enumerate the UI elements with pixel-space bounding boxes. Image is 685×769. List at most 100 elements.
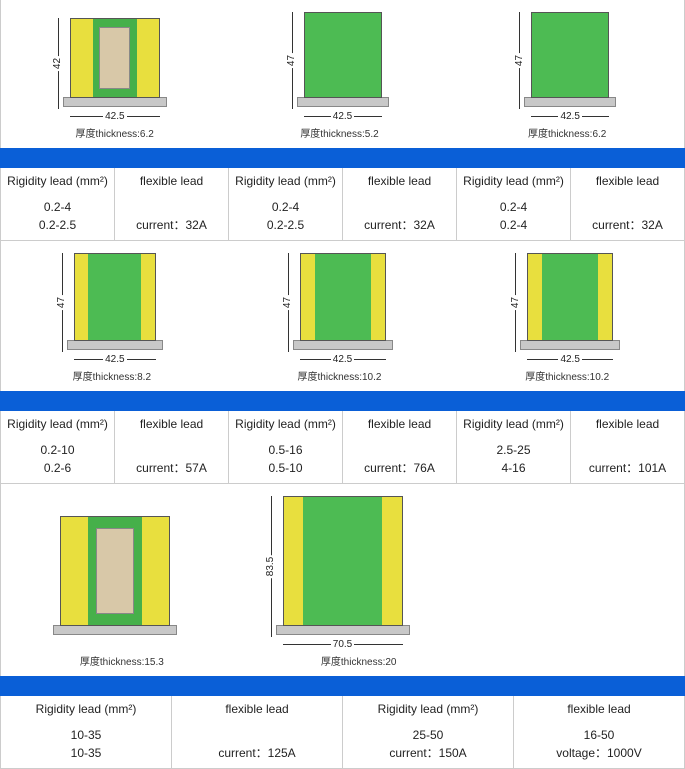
din-rail — [293, 340, 393, 350]
product-cell: 83.5 70.5 厚度thickness:20 — [229, 492, 457, 672]
rigidity-values: 2.5-254-16 — [461, 441, 566, 477]
flexible-cell: flexible leadcurrent：32A — [571, 168, 684, 240]
rigidity-cell: Rigidity lead (mm²) 0.2-40.2-2.5 — [1, 168, 115, 240]
spec-row: Rigidity lead (mm²) 0.2-40.2-2.5 flexible … — [0, 168, 685, 241]
terminal-block — [527, 253, 613, 341]
product-cell: 4742.5厚度thickness:10.2 — [229, 249, 457, 387]
din-rail — [520, 340, 620, 350]
section-divider — [0, 391, 685, 411]
current-value: current：32A — [119, 198, 224, 234]
rigidity-values: 0.5-160.5-10 — [233, 441, 338, 477]
flexible-cell: flexible lead current：32A — [343, 168, 457, 240]
height-label: 47 — [286, 53, 297, 68]
product-diagram: 83.570.5厚度thickness:20 — [283, 496, 403, 668]
spec-cell: Rigidity lead (mm²)10-3510-35 — [1, 696, 172, 768]
terminal-block — [300, 253, 386, 341]
spec-row: Rigidity lead (mm²)0.2-100.2-6flexible l… — [0, 411, 685, 484]
spec-values: 10-3510-35 — [5, 726, 167, 762]
thickness-label: 厚度thickness:10.2 — [525, 368, 615, 383]
flexible-header: flexible lead — [575, 417, 680, 431]
product-diagram: 厚度thickness:15.3 — [60, 516, 170, 668]
width-dimension — [60, 637, 170, 651]
rigidity-cell: Rigidity lead (mm²)0.2-40.2-2.5 — [229, 168, 343, 240]
width-label: 42.5 — [103, 111, 126, 122]
spec-header: Rigidity lead (mm²) — [347, 702, 509, 716]
section-divider — [0, 676, 685, 696]
product-diagram: 4742.5厚度thickness:6.2 — [528, 12, 612, 140]
product-diagram: 4742.5厚度thickness:8.2 — [73, 253, 157, 383]
rigidity-cell: Rigidity lead (mm²) 0.5-160.5-10 — [229, 411, 343, 483]
rigidity-header: Rigidity lead (mm²) — [5, 174, 110, 188]
flexible-header: flexible lead — [575, 174, 680, 188]
rigidity-cell: Rigidity lead (mm²) 0.2-40.2-4 — [457, 168, 571, 240]
height-dimension: 47 — [284, 12, 300, 109]
thickness-label: 厚度thickness:6.2 — [70, 125, 160, 140]
din-rail — [524, 97, 616, 107]
width-dimension: 42.5 — [531, 109, 609, 123]
section-divider — [0, 148, 685, 168]
spec-header: flexible lead — [176, 702, 338, 716]
din-rail — [63, 97, 167, 107]
width-label: 42.5 — [558, 111, 581, 122]
rigidity-values: 0.2-40.2-2.5 — [5, 198, 110, 234]
product-cell: 4742.5厚度thickness:10.2 — [456, 249, 684, 387]
width-dimension: 42.5 — [527, 352, 613, 366]
flexible-header: flexible lead — [347, 174, 452, 188]
rigidity-values: 0.2-40.2-4 — [461, 198, 566, 234]
spec-cell: Rigidity lead (mm²) 25-50current：150A — [343, 696, 514, 768]
product-image-row: 42 42.5 厚度thickness:6.2 47 42.5 厚度thickness:5… — [0, 0, 685, 148]
width-label: 42.5 — [331, 111, 354, 122]
rigidity-header: Rigidity lead (mm²) — [233, 417, 338, 431]
product-diagram: 4742.5厚度thickness:5.2 — [300, 12, 384, 140]
spec-values: 16-50voltage：1000V — [518, 726, 680, 762]
height-label: 42 — [52, 56, 63, 71]
flexible-cell: flexible lead current：57A — [115, 411, 229, 483]
current-value: current：101A — [575, 441, 680, 477]
width-dimension: 70.5 — [283, 637, 403, 651]
rigidity-header: Rigidity lead (mm²) — [461, 417, 566, 431]
thickness-label: 厚度thickness:20 — [283, 653, 403, 668]
height-label: 47 — [514, 53, 525, 68]
product-cell: 4742.5厚度thickness:8.2 — [1, 249, 229, 387]
height-dimension: 42 — [50, 18, 66, 109]
flexible-header: flexible lead — [119, 417, 224, 431]
rigidity-cell: Rigidity lead (mm²) 2.5-254-16 — [457, 411, 571, 483]
thickness-label: 厚度thickness:5.2 — [300, 125, 384, 140]
flexible-header: flexible lead — [119, 174, 224, 188]
spec-values: current：125A — [176, 726, 338, 762]
width-dimension: 42.5 — [74, 352, 156, 366]
height-label: 47 — [282, 295, 293, 310]
width-dimension: 42.5 — [304, 109, 382, 123]
spec-header: flexible lead — [518, 702, 680, 716]
terminal-block — [74, 253, 156, 341]
product-cell: 42 42.5 厚度thickness:6.2 — [1, 14, 229, 144]
terminal-block — [60, 516, 170, 626]
flexible-header: flexible lead — [347, 417, 452, 431]
spec-row: Rigidity lead (mm²)10-3510-35flexible le… — [0, 696, 685, 769]
din-rail — [276, 625, 410, 635]
product-cell: 厚度thickness:15.3 — [1, 512, 229, 672]
rigidity-header: Rigidity lead (mm²) — [461, 174, 566, 188]
product-image-row: 4742.5厚度thickness:8.24742.5厚度thickness:1… — [0, 241, 685, 391]
flexible-cell: flexible lead current：32A — [115, 168, 229, 240]
spec-values: 25-50current：150A — [347, 726, 509, 762]
height-dimension: 47 — [54, 253, 70, 352]
rigidity-header: Rigidity lead (mm²) — [5, 417, 110, 431]
rigidity-header: Rigidity lead (mm²) — [233, 174, 338, 188]
current-value: current：57A — [119, 441, 224, 477]
thickness-label: 厚度thickness:6.2 — [528, 125, 612, 140]
height-dimension: 47 — [511, 12, 527, 109]
din-rail — [53, 625, 177, 635]
current-value: current：32A — [347, 198, 452, 234]
height-label: 83.5 — [265, 555, 276, 578]
rigidity-values: 0.2-100.2-6 — [5, 441, 110, 477]
thickness-label: 厚度thickness:10.2 — [298, 368, 388, 383]
terminal-block — [70, 18, 160, 98]
rigidity-cell: Rigidity lead (mm²) 0.2-100.2-6 — [1, 411, 115, 483]
thickness-label: 厚度thickness:15.3 — [60, 653, 170, 668]
flexible-cell: flexible leadcurrent：76A — [343, 411, 457, 483]
product-cell: 47 42.5 厚度thickness:5.2 — [229, 8, 457, 144]
terminal-block — [304, 12, 382, 98]
din-rail — [67, 340, 163, 350]
product-cell: 47 42.5 厚度thickness:6.2 — [456, 8, 684, 144]
